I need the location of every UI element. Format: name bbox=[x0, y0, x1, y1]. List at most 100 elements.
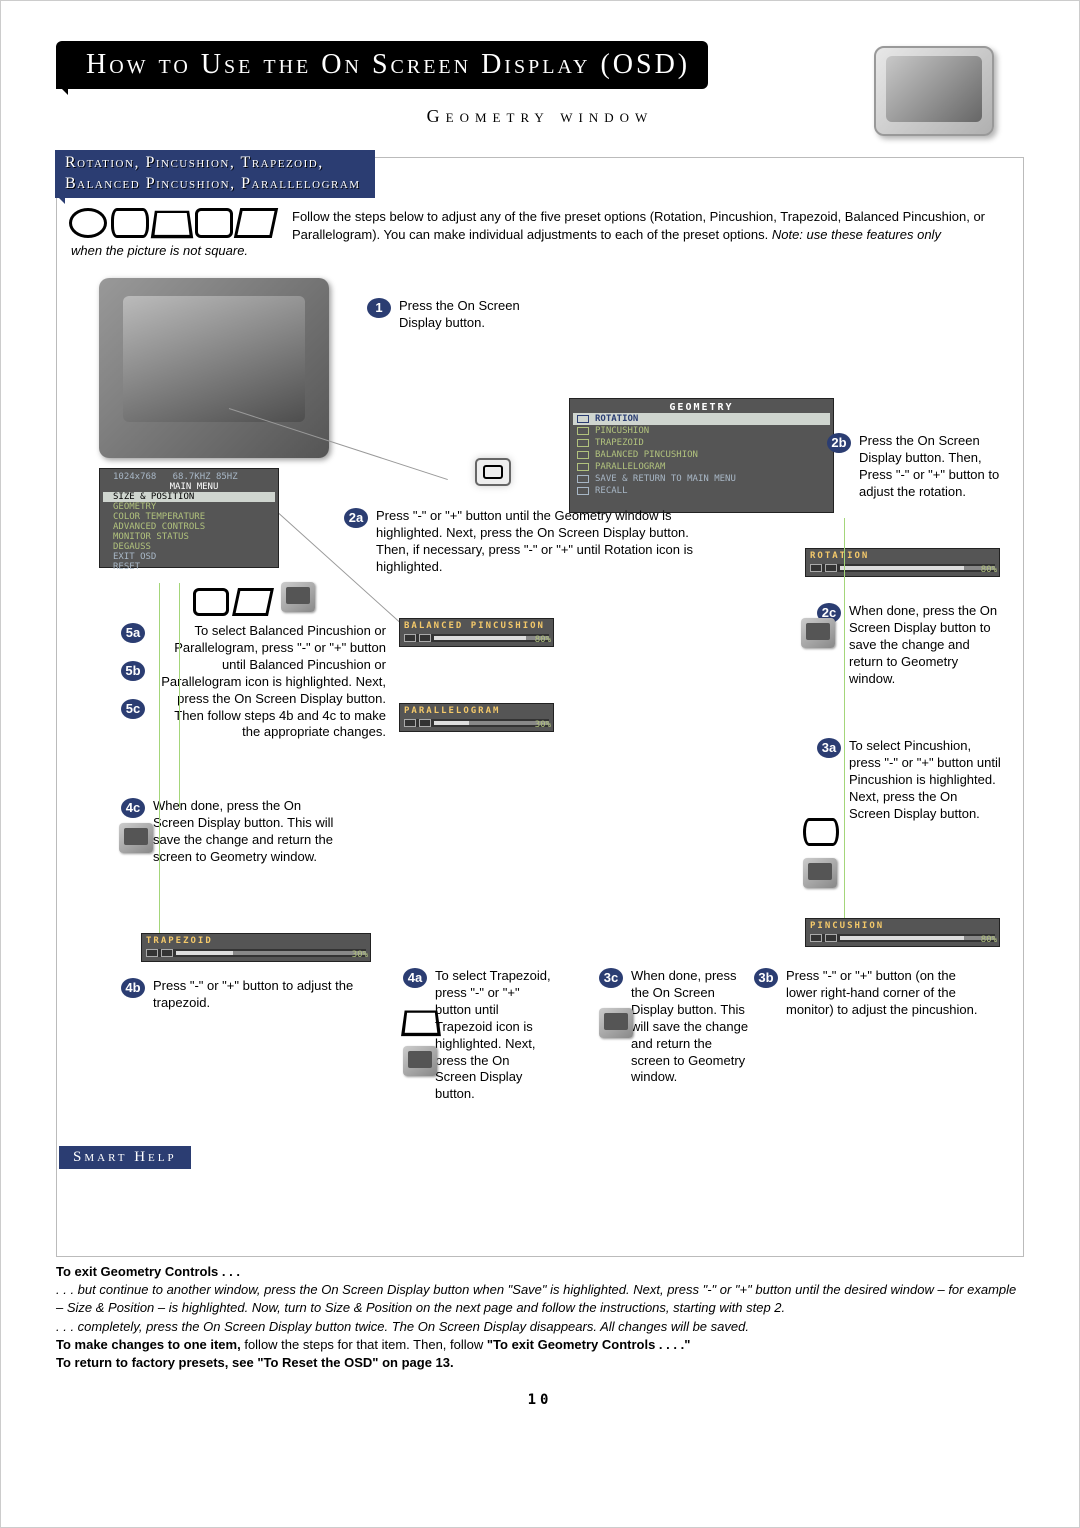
osd-geometry-panel: GEOMETRY ROTATION PINCUSHION TRAPEZOID B… bbox=[569, 398, 834, 513]
badge-2b: 2b bbox=[827, 433, 851, 453]
parallel-slider-panel: PARALLELOGRAM 30% bbox=[399, 703, 554, 732]
help-line3-quote: "To exit Geometry Controls . . . ." bbox=[487, 1337, 691, 1352]
rotation-slider-panel: ROTATION 80% bbox=[805, 548, 1000, 577]
top-bar: How to Use the On Screen Display (OSD) bbox=[56, 41, 1024, 81]
smart-help-badge: Smart Help bbox=[59, 1146, 191, 1169]
step-1: 1 Press the On Screen Display button. bbox=[367, 298, 557, 332]
pincushion-icon bbox=[111, 208, 149, 238]
badge-1: 1 bbox=[367, 298, 391, 318]
connector bbox=[844, 518, 845, 918]
badge-5a: 5a bbox=[121, 623, 145, 643]
connector bbox=[159, 583, 160, 933]
page-title: How to Use the On Screen Display (OSD) bbox=[56, 41, 708, 89]
geom-row-label: ROTATION bbox=[595, 414, 638, 424]
trap-pct: 30% bbox=[352, 950, 368, 960]
step-4b-text: Press "-" or "+" button to adjust the tr… bbox=[153, 978, 361, 1012]
step-2a: 2a Press "-" or "+" button until the Geo… bbox=[344, 508, 704, 576]
intro-text: Follow the steps below to adjust any of … bbox=[292, 208, 1011, 243]
exit-label: To exit Geometry Controls . . . bbox=[56, 1264, 240, 1279]
connector bbox=[179, 583, 180, 808]
geom-row: ROTATION bbox=[573, 413, 830, 425]
mini-monitor-icon bbox=[801, 618, 835, 648]
ribbon-tail bbox=[55, 194, 65, 204]
mini-monitor-icon bbox=[403, 1046, 437, 1076]
main-menu-line: DEGAUSS bbox=[103, 542, 275, 552]
rotation-slider-label: ROTATION bbox=[810, 551, 995, 561]
badge-4a: 4a bbox=[403, 968, 427, 988]
main-menu-line: ADVANCED CONTROLS bbox=[103, 522, 275, 532]
help-line1: . . . but continue to another window, pr… bbox=[56, 1282, 1016, 1315]
content-frame: Rotation, Pincushion, Trapezoid, Balance… bbox=[56, 157, 1024, 1257]
mini-monitor-icon bbox=[119, 823, 153, 853]
geom-title: GEOMETRY bbox=[573, 402, 830, 413]
parallel-label: PARALLELOGRAM bbox=[404, 706, 549, 716]
parallelogram-shape-icon bbox=[235, 588, 271, 616]
pin-label: PINCUSHION bbox=[810, 921, 995, 931]
step-2a-text: Press "-" or "+" button until the Geomet… bbox=[376, 508, 704, 576]
balpin-shape-icon bbox=[193, 588, 229, 616]
osd-main-menu-panel: 1024x768 68.7KHZ 85HZ MAIN MENU SIZE & P… bbox=[99, 468, 279, 568]
pincushion-slider-panel: PINCUSHION 80% bbox=[805, 918, 1000, 947]
section-header-ribbon: Rotation, Pincushion, Trapezoid, Balance… bbox=[55, 150, 375, 198]
section-header-line1: Rotation, Pincushion, Trapezoid, bbox=[65, 154, 324, 171]
badge-2a: 2a bbox=[344, 508, 368, 528]
main-menu-header-b: MAIN MENU bbox=[103, 482, 275, 492]
geom-row: PINCUSHION bbox=[573, 425, 830, 437]
balanced-pincushion-icon bbox=[195, 208, 233, 238]
badge-5c: 5c bbox=[121, 699, 145, 719]
geom-row-label: TRAPEZOID bbox=[595, 438, 644, 448]
step-4c-text: When done, press the On Screen Display b… bbox=[153, 798, 341, 866]
crt-monitor-hero-icon bbox=[874, 46, 994, 146]
help-line3-rest: follow the steps for that item. Then, fo… bbox=[244, 1337, 487, 1352]
smart-help-body: To exit Geometry Controls . . . . . . bu… bbox=[56, 1257, 1024, 1372]
step-5-block: 5a 5b 5c To select Balanced Pincushion o… bbox=[121, 623, 386, 741]
badge-3a: 3a bbox=[817, 738, 841, 758]
main-menu-header-a: 1024x768 68.7KHZ 85HZ bbox=[103, 472, 275, 482]
main-menu-line: MONITOR STATUS bbox=[103, 532, 275, 542]
geom-row-label: PARALLELOGRAM bbox=[595, 462, 665, 472]
step-4c: 4c When done, press the On Screen Displa… bbox=[121, 798, 341, 866]
parallel-pct: 30% bbox=[535, 720, 551, 730]
step-3a-text: To select Pincushion, press "-" or "+" b… bbox=[849, 738, 1002, 822]
geom-row: PARALLELOGRAM bbox=[573, 461, 830, 473]
intro-note: Note: use these features only bbox=[772, 227, 941, 242]
help-line2: . . . completely, press the On Screen Di… bbox=[56, 1319, 749, 1334]
badge-3c: 3c bbox=[599, 968, 623, 988]
step-3b: 3b Press "-" or "+" button (on the lower… bbox=[754, 968, 989, 1019]
main-menu-line: SIZE & POSITION bbox=[103, 492, 275, 502]
balpin-slider-panel: BALANCED PINCUSHION 80% bbox=[399, 618, 554, 647]
manual-page: How to Use the On Screen Display (OSD) G… bbox=[0, 0, 1080, 1528]
step-2b: 2b Press the On Screen Display button. T… bbox=[827, 433, 1002, 501]
step-3b-text: Press "-" or "+" button (on the lower ri… bbox=[786, 968, 989, 1019]
banner-tail bbox=[56, 83, 68, 95]
mini-monitor-icon bbox=[599, 1008, 633, 1038]
pin-pct: 80% bbox=[981, 935, 997, 945]
section-header-line2: Balanced Pincushion, Parallelogram bbox=[65, 175, 361, 192]
step-4a-text: To select Trapezoid, press "-" or "+" bu… bbox=[435, 968, 553, 1103]
parallelogram-icon bbox=[234, 208, 278, 238]
mini-monitor-icon bbox=[803, 858, 837, 888]
main-menu-line: RESET bbox=[103, 562, 275, 572]
geom-row-label: PINCUSHION bbox=[595, 426, 649, 436]
badge-3b: 3b bbox=[754, 968, 778, 988]
step-2c-text: When done, press the On Screen Display b… bbox=[849, 603, 1002, 687]
geometry-icons-row bbox=[69, 208, 284, 242]
geom-row-footer-a: SAVE & RETURN TO MAIN MENU bbox=[573, 473, 830, 485]
pincushion-shape-icon bbox=[803, 818, 839, 846]
rotation-selected-icon bbox=[475, 458, 511, 486]
trap-label: TRAPEZOID bbox=[146, 936, 366, 946]
main-menu-line: EXIT OSD bbox=[103, 552, 275, 562]
geom-row: TRAPEZOID bbox=[573, 437, 830, 449]
trapezoid-shape-icon bbox=[403, 1008, 439, 1036]
geom-row-label: BALANCED PINCUSHION bbox=[595, 450, 698, 460]
step-2b-text: Press the On Screen Display button. Then… bbox=[859, 433, 1002, 501]
balpin-pct: 80% bbox=[535, 635, 551, 645]
step-1-text: Press the On Screen Display button. bbox=[399, 298, 557, 332]
intro-tail: when the picture is not square. bbox=[59, 243, 1021, 268]
badge-5b: 5b bbox=[121, 661, 145, 681]
help-line3-bold: To make changes to one item, bbox=[56, 1337, 241, 1352]
main-menu-line: COLOR TEMPERATURE bbox=[103, 512, 275, 522]
rotation-pct: 80% bbox=[981, 565, 997, 575]
trapezoid-slider-panel: TRAPEZOID 30% bbox=[141, 933, 371, 962]
page-number: 10 bbox=[56, 1392, 1024, 1408]
